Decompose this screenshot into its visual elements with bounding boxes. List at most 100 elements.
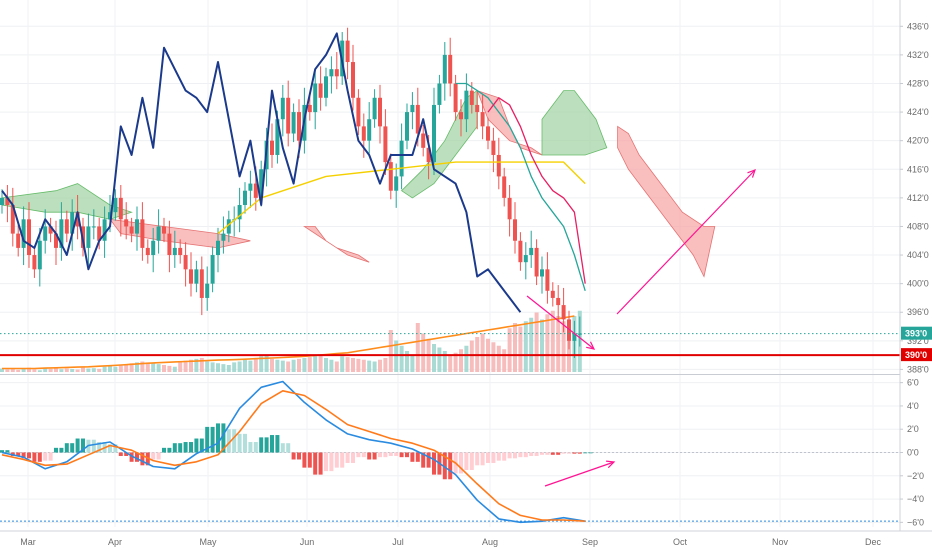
macd-histogram-bar (410, 452, 415, 462)
candle-body (199, 269, 204, 298)
candle-body (415, 104, 420, 134)
candle-body (351, 62, 355, 98)
volume-bar (345, 357, 350, 372)
macd-histogram-bar (291, 452, 296, 460)
candle-body (405, 112, 409, 141)
candle-body (75, 212, 80, 227)
volume-bar (453, 352, 458, 372)
macd-histogram-bar (469, 452, 474, 470)
volume-bar (351, 358, 355, 372)
volume-bar (437, 347, 442, 372)
volume-bar (27, 367, 31, 372)
volume-bar (561, 321, 566, 372)
macd-histogram-bar (334, 452, 339, 468)
candle-body (329, 69, 334, 77)
volume-bar (178, 361, 183, 372)
candle-body (388, 162, 393, 191)
volume-bar (32, 369, 37, 372)
volume-bar (86, 368, 91, 372)
macd-histogram-bar (151, 452, 156, 460)
macd-histogram-bar (345, 452, 350, 463)
candle-body (10, 205, 15, 234)
volume-bar (523, 321, 528, 372)
cloud-segment (541, 90, 608, 156)
price-tick-label: 388'0 (907, 364, 929, 374)
candle-body (280, 97, 285, 120)
candle-body (91, 226, 96, 228)
candle-body (86, 226, 91, 248)
volume-bar (226, 365, 231, 372)
candle-body (124, 219, 129, 227)
candle-body (507, 197, 512, 220)
annotation-arrows (526, 169, 756, 487)
volume-bar (37, 370, 42, 372)
macd-histogram-bar (270, 435, 274, 453)
candle-body (356, 97, 361, 127)
macd-histogram-bar (367, 452, 372, 460)
macd-histogram-bar (37, 452, 42, 462)
price-down-arrow (526, 295, 595, 350)
volume-bar (145, 362, 150, 372)
macd-histogram-bar (113, 444, 118, 453)
macd-histogram-bar (0, 450, 4, 453)
candle-body (253, 183, 258, 198)
candle-body (297, 112, 301, 141)
volume-bar (410, 354, 415, 372)
macd-histogram-bar (275, 435, 280, 453)
x-tick-label: May (199, 537, 217, 547)
candle-body (205, 283, 210, 298)
macd-histogram-bar (43, 452, 48, 461)
volume-bar (91, 368, 96, 372)
macd-tick-label: 0'0 (907, 448, 919, 458)
macd-histogram-bar (5, 450, 10, 453)
macd-histogram-bar (529, 452, 534, 456)
volume-bar (496, 345, 501, 372)
macd-histogram-bar (356, 452, 361, 458)
macd-histogram-bar (259, 437, 264, 453)
candle-body (178, 247, 183, 256)
macd-histogram-bar (97, 442, 102, 453)
volume-ma-line (2, 315, 575, 370)
x-tick-label: Oct (673, 537, 688, 547)
candle-body (572, 333, 577, 341)
volume-bar (372, 361, 377, 372)
x-tick-label: Apr (108, 537, 122, 547)
candle-body (32, 255, 37, 270)
volume-bar (318, 355, 323, 372)
candle-body (453, 83, 458, 113)
price-tick-label: 412'0 (907, 193, 929, 203)
macd-histogram-bar (59, 447, 64, 453)
volume-bar (199, 358, 204, 372)
cloud-segment (109, 218, 251, 249)
macd-histogram-bar (189, 442, 193, 453)
macd-histogram-bar (421, 452, 426, 468)
macd-histogram-bar (237, 433, 242, 453)
x-tick-label: Nov (772, 537, 789, 547)
macd-histogram-bar (313, 452, 318, 475)
blue-line (1, 32, 522, 313)
macd-histogram-bar (491, 452, 496, 463)
candle-body (491, 140, 496, 155)
support-badge (901, 348, 932, 362)
candle-body (334, 69, 339, 77)
candle-body (156, 226, 161, 241)
volume-bar (518, 326, 523, 372)
volume-bar (329, 359, 334, 372)
macd-histogram-bar (243, 433, 247, 453)
macd-histogram-bar (21, 452, 26, 459)
macd-histogram-bar (232, 429, 237, 453)
volume-bar (162, 365, 166, 372)
candle-body (43, 226, 48, 241)
candle-body (432, 104, 436, 163)
volume-bar (550, 310, 555, 372)
candle-body (0, 197, 4, 206)
volume-bar (21, 368, 26, 372)
candle-body (345, 40, 350, 63)
candle-body (275, 119, 280, 155)
candle-body (5, 197, 10, 206)
candle-body (469, 90, 474, 105)
candle-body (464, 90, 469, 120)
macd-histogram-bar (540, 452, 544, 455)
macd-histogram-bar (54, 447, 58, 453)
